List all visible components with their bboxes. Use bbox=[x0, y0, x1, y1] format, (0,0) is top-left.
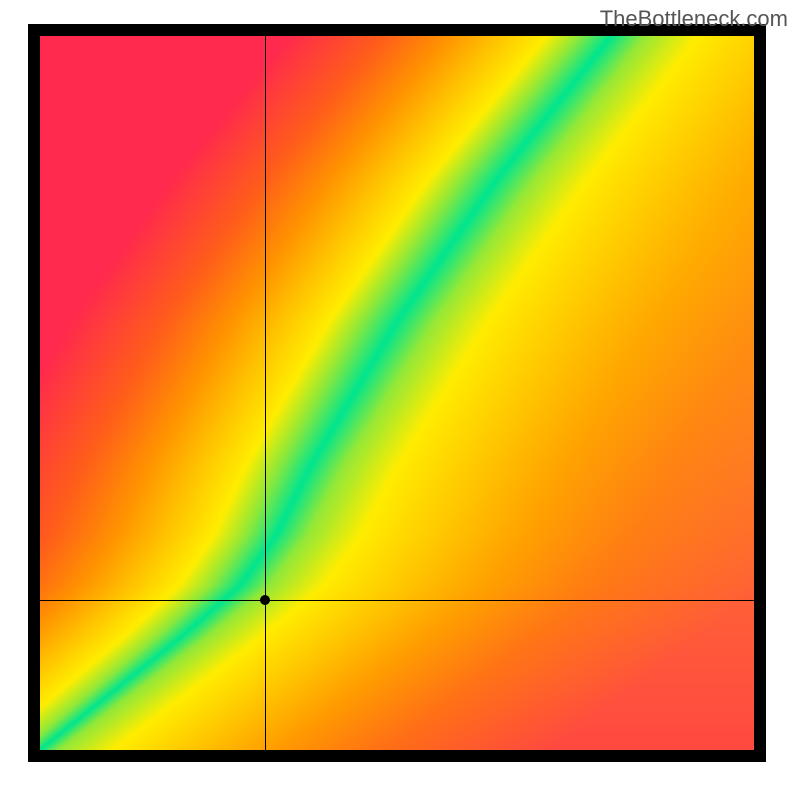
chart-container: TheBottleneck.com bbox=[0, 0, 800, 800]
selected-point-marker bbox=[260, 595, 270, 605]
watermark-text: TheBottleneck.com bbox=[600, 6, 788, 32]
bottleneck-heatmap bbox=[40, 36, 754, 750]
crosshair-vertical bbox=[265, 36, 266, 750]
crosshair-horizontal bbox=[40, 600, 754, 601]
